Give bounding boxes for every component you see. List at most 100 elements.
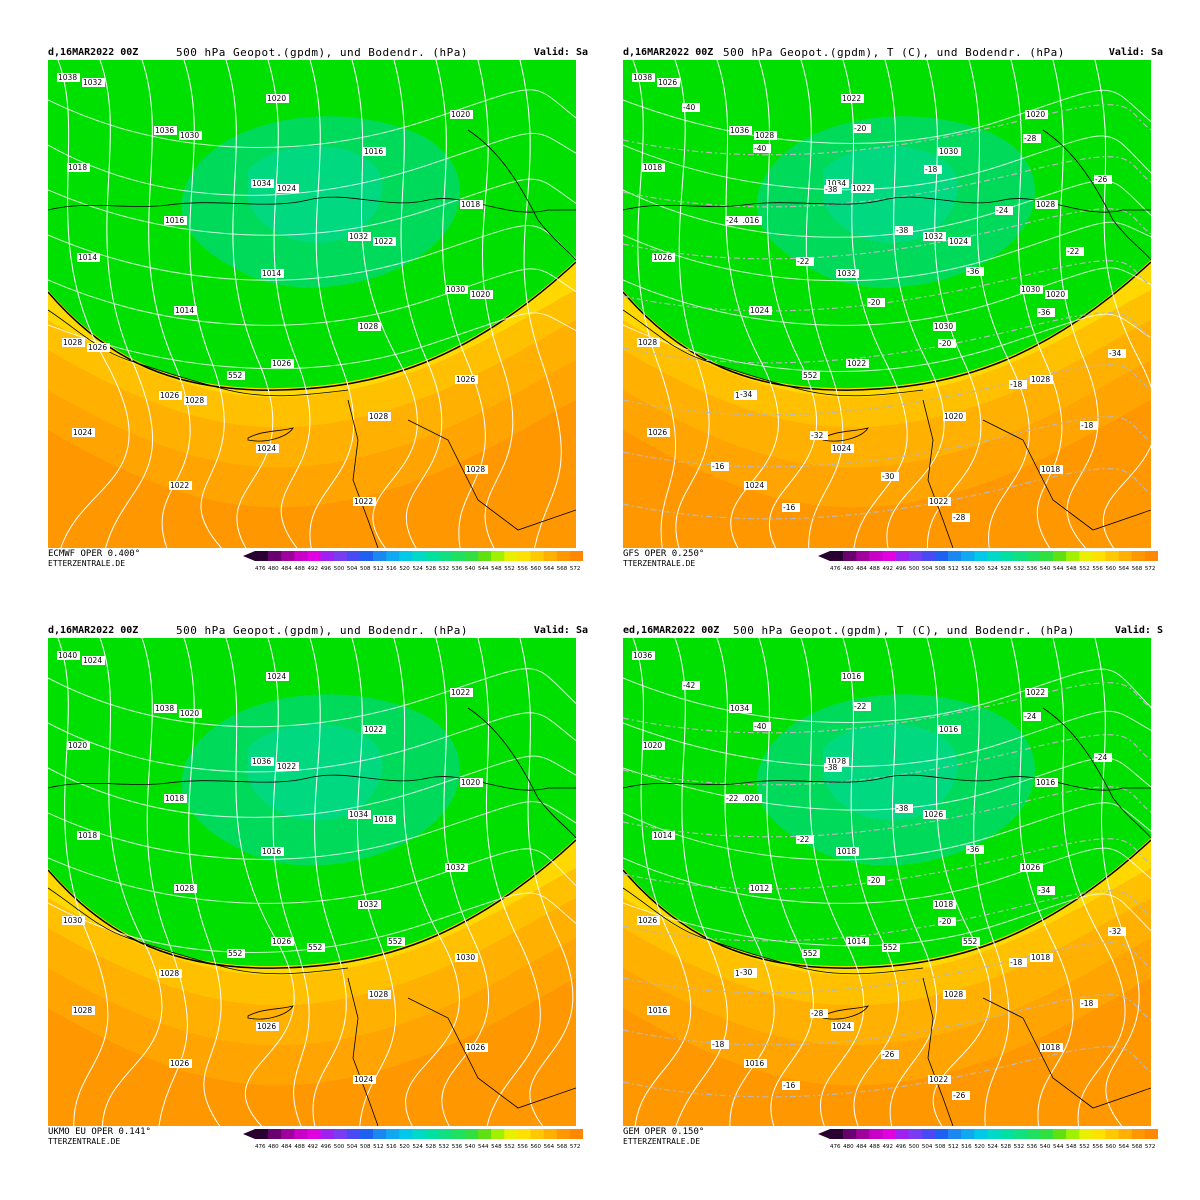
svg-text:-20: -20: [868, 876, 880, 885]
pressure-label: 1026: [637, 916, 660, 925]
pressure-label: 1014: [174, 306, 197, 315]
svg-text:-34: -34: [1038, 886, 1050, 895]
svg-text:-20: -20: [939, 917, 951, 926]
colorbar-swatch: [333, 1129, 348, 1139]
pressure-label: 1020: [67, 741, 90, 750]
colorbar-swatch: [1053, 551, 1067, 561]
temp-label: -38: [824, 763, 842, 772]
colorbar-tick: 568: [557, 566, 568, 572]
colorbar-swatch: [1013, 551, 1028, 561]
svg-text:1026: 1026: [653, 253, 672, 262]
svg-text:-42: -42: [683, 681, 695, 690]
colorbar-legend: 476 480 484 488 492 496 500 504 508 512 516 520 524 5…: [818, 551, 1158, 572]
temp-label: -28: [810, 1009, 828, 1018]
isobar-line: [623, 135, 1151, 191]
colorbar-swatch: [882, 1129, 896, 1139]
colorbar-swatch: [320, 551, 335, 561]
colorbar-swatch: [948, 1129, 962, 1139]
pressure-label: 1032: [836, 269, 859, 278]
temp-label: -34: [739, 390, 757, 399]
svg-text:1024: 1024: [257, 444, 276, 453]
colorbar-tick: 504: [347, 566, 358, 572]
colorbar-swatch: [830, 551, 844, 561]
svg-text:1016: 1016: [740, 216, 759, 225]
isotherm-line: [623, 208, 1151, 260]
pressure-label: 1016: [1035, 778, 1058, 787]
pressure-label: 1020: [943, 412, 966, 421]
colorbar-tick: 548: [1066, 566, 1077, 572]
svg-text:1020: 1020: [461, 778, 480, 787]
colorbar-tick: 560: [531, 1144, 542, 1150]
coastline-levant: [347, 977, 379, 1126]
pressure-label: 1014: [261, 269, 284, 278]
svg-text:1030: 1030: [1021, 285, 1040, 294]
colorbar-swatch: [1105, 1129, 1119, 1139]
model-name: GFS OPER 0.250°: [623, 549, 705, 559]
colorbar-swatch: [556, 1129, 571, 1139]
temp-label: -36: [966, 267, 984, 276]
svg-text:1020: 1020: [944, 412, 963, 421]
isobar-line: [48, 755, 576, 818]
svg-text:1026: 1026: [1021, 863, 1040, 872]
isobar-line: [309, 638, 347, 1126]
isobar-line: [99, 638, 163, 1126]
height-label: 552: [387, 937, 405, 946]
temp-label: -38: [895, 804, 913, 813]
temp-label: -26: [1094, 175, 1112, 184]
svg-text:-24: -24: [726, 216, 738, 225]
isobar-line: [1094, 60, 1151, 548]
colorbar-swatch: [281, 551, 295, 561]
temp-label: -38: [824, 185, 842, 194]
forecast-map: 1038 1036 1034 1032 1030 1028 1026 1024 1022 1020…: [48, 60, 576, 548]
svg-text:1036: 1036: [730, 126, 749, 135]
colorbar-tick: 492: [307, 1144, 318, 1150]
svg-text:-38: -38: [896, 804, 908, 813]
colorbar-tick: 512: [373, 566, 384, 572]
temp-label: -30: [881, 472, 899, 481]
site-name: TTERZENTRALE.DE: [623, 559, 696, 568]
svg-text:1024: 1024: [83, 656, 102, 665]
pressure-label: 1020: [739, 794, 762, 803]
svg-text:1020: 1020: [180, 709, 199, 718]
svg-text:1026: 1026: [638, 916, 657, 925]
svg-text:1030: 1030: [456, 953, 475, 962]
height-label: 552: [802, 949, 820, 958]
pressure-label: 1040: [57, 651, 80, 660]
isobar-line: [519, 60, 562, 548]
pressure-label: 1020: [470, 290, 493, 299]
svg-text:1020: 1020: [68, 741, 87, 750]
pressure-label: 1026: [647, 428, 670, 437]
colorbar-swatch: [856, 551, 870, 561]
isobar-line: [267, 60, 311, 548]
panel-title: 500 hPa Geopot.(gpdm), T (C), und Bodend…: [733, 624, 1075, 637]
svg-text:1028: 1028: [369, 412, 388, 421]
isobar-line: [48, 89, 576, 148]
colorbar-swatch: [1105, 551, 1119, 561]
model-name: ECMWF OPER 0.400°: [48, 549, 141, 559]
svg-text:-18: -18: [1081, 999, 1093, 1008]
pressure-label: 1016: [647, 1006, 670, 1015]
colorbar-tick: 564: [1119, 566, 1130, 572]
colorbar-swatch: [1026, 551, 1041, 561]
pressure-label: 1034: [826, 179, 849, 188]
svg-text:1028: 1028: [944, 990, 963, 999]
pressure-label: 1016: [261, 847, 284, 856]
colorbar-swatch: [425, 551, 439, 561]
svg-text:-18: -18: [1010, 380, 1022, 389]
svg-text:1024: 1024: [73, 428, 92, 437]
isotherm-line: [623, 156, 1151, 208]
colorbar-swatch: [517, 551, 531, 561]
pressure-label: 1018: [642, 163, 665, 172]
border-line: [982, 419, 1151, 531]
colorbar-tick: 516: [386, 1144, 397, 1150]
pressure-label: 1036: [251, 757, 274, 766]
colorbar-arrow: [243, 1129, 255, 1139]
temp-label: -22: [796, 835, 814, 844]
pressure-label: 1038: [57, 73, 80, 82]
valid-time: Valid: Sa: [533, 625, 588, 636]
isobar-line: [183, 60, 225, 548]
panel-ecmwf: d,16MAR2022 00Z 500 hPa Geopot.(gpdm), u…: [48, 46, 588, 591]
svg-text:552: 552: [803, 949, 818, 958]
svg-text:1030: 1030: [446, 285, 465, 294]
height-label: 552: [802, 371, 820, 380]
